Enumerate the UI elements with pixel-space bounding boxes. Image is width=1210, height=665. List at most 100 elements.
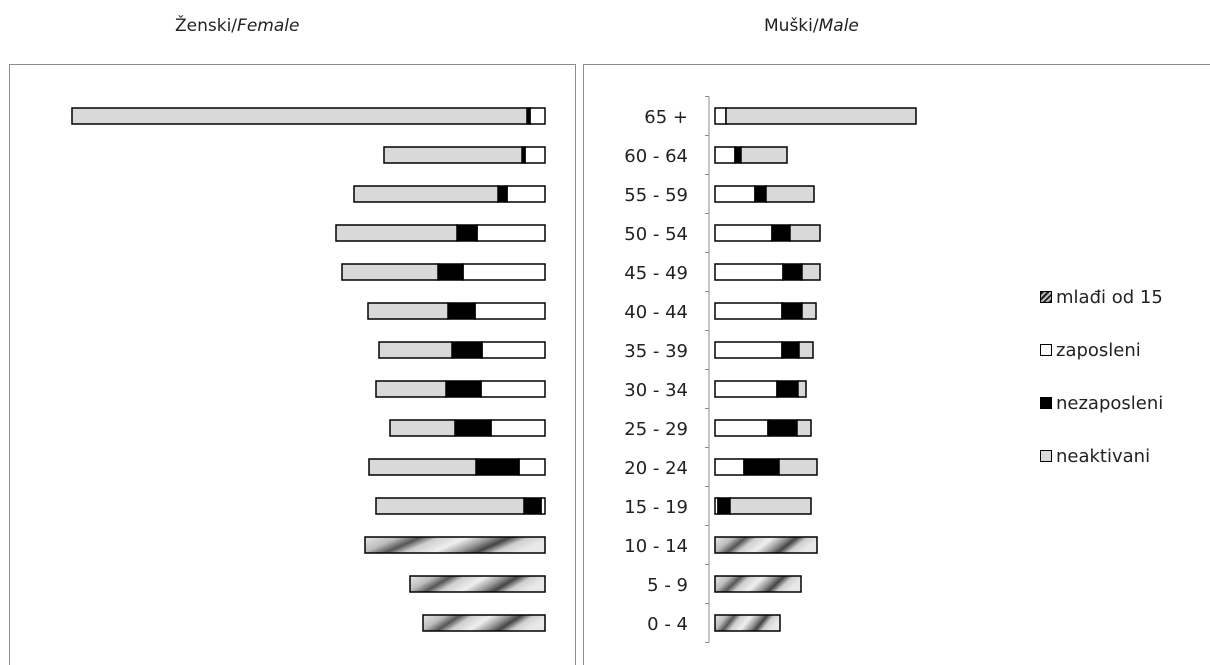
- male-panel-title: Muški/Male: [764, 16, 859, 36]
- female-bar-unemployed-5: [447, 302, 476, 320]
- male-bar-unemployed-7: [776, 380, 799, 398]
- female-bar-employed-4: [462, 263, 546, 281]
- category-label-4: 45 - 49: [624, 263, 688, 284]
- female-bar-employed-5: [474, 302, 546, 320]
- category-label-9: 20 - 24: [624, 458, 688, 479]
- male-bar-employed-4: [714, 263, 784, 281]
- female-bar-inactive-1: [383, 146, 523, 164]
- male-bar-unemployed-1: [734, 146, 742, 164]
- male-bar-employed-3: [714, 224, 773, 242]
- male-bar-inactive-2: [765, 185, 815, 203]
- legend-label-under15: mlađi od 15: [1056, 286, 1163, 308]
- male-bar-inactive-4: [801, 263, 821, 281]
- female-label: Ženski/: [175, 16, 238, 36]
- female-bar-inactive-4: [341, 263, 439, 281]
- female-panel-title: Ženski/Female: [175, 16, 299, 36]
- female-bar-employed-2: [506, 185, 546, 203]
- category-label-11: 10 - 14: [624, 536, 688, 557]
- legend-item-employed: zaposleni: [1040, 336, 1163, 364]
- category-label-0: 65 +: [644, 107, 688, 128]
- legend-label-employed: zaposleni: [1056, 339, 1141, 361]
- category-label-8: 25 - 29: [624, 419, 688, 440]
- male-bar-inactive-6: [798, 341, 814, 359]
- male-bar-inactive-10: [729, 497, 812, 515]
- category-label-6: 35 - 39: [624, 341, 688, 362]
- category-label-12: 5 - 9: [647, 575, 688, 596]
- male-label-en: Male: [818, 16, 859, 36]
- female-bar-unemployed-8: [454, 419, 492, 437]
- female-bar-employed-8: [490, 419, 546, 437]
- male-tick-labels: 65 + 60 - 64 55 - 59 50 - 54 45 - 49 40 - 44 3…: [624, 107, 688, 635]
- male-bar-unemployed-10: [717, 497, 731, 515]
- category-label-7: 30 - 34: [624, 380, 688, 401]
- male-label: Muški/: [764, 16, 819, 36]
- male-bar-inactive-7: [797, 380, 807, 398]
- legend-item-under15: mlađi od 15: [1040, 283, 1163, 311]
- female-bar-employed-6: [481, 341, 546, 359]
- female-label-en: Female: [237, 16, 300, 36]
- female-bar-inactive-0: [71, 107, 528, 125]
- female-panel-frame: [9, 64, 576, 665]
- legend-item-unemployed: nezaposleni: [1040, 389, 1163, 417]
- male-bar-employed-5: [714, 302, 783, 320]
- category-label-2: 55 - 59: [624, 185, 688, 206]
- female-bar-inactive-8: [389, 419, 456, 437]
- category-label-13: 0 - 4: [647, 614, 688, 635]
- male-bar-unemployed-5: [781, 302, 803, 320]
- legend-swatch-employed: [1040, 344, 1052, 356]
- female-bar-under15-12: [409, 575, 546, 593]
- male-bar-unemployed-8: [767, 419, 798, 437]
- legend-label-unemployed: nezaposleni: [1056, 392, 1164, 414]
- legend-swatch-inactive: [1040, 450, 1052, 462]
- female-bar-employed-7: [480, 380, 546, 398]
- male-bar-unemployed-3: [771, 224, 791, 242]
- male-bar-under15-12: [714, 575, 802, 593]
- female-bar-unemployed-7: [445, 380, 482, 398]
- female-bar-inactive-2: [353, 185, 499, 203]
- female-bar-inactive-6: [378, 341, 453, 359]
- female-bar-inactive-10: [375, 497, 525, 515]
- legend-label-inactive: neaktivani: [1056, 445, 1151, 467]
- female-bar-inactive-9: [368, 458, 477, 476]
- category-label-5: 40 - 44: [624, 302, 688, 323]
- category-label-1: 60 - 64: [624, 146, 688, 167]
- female-bar-inactive-3: [335, 224, 458, 242]
- legend-swatch-under15: [1040, 291, 1052, 303]
- male-bar-inactive-5: [801, 302, 817, 320]
- male-bar-inactive-3: [789, 224, 821, 242]
- male-bar-employed-9: [714, 458, 745, 476]
- female-bar-under15-13: [422, 614, 546, 632]
- male-bar-unemployed-6: [781, 341, 800, 359]
- male-bar-unemployed-2: [754, 185, 767, 203]
- legend-item-inactive: neaktivani: [1040, 442, 1163, 470]
- female-bar-unemployed-4: [437, 263, 464, 281]
- female-bar-unemployed-3: [456, 224, 478, 242]
- female-bar-employed-1: [524, 146, 546, 164]
- male-bar-employed-0: [714, 107, 727, 125]
- female-bar-under15-11: [364, 536, 546, 554]
- category-label-3: 50 - 54: [624, 224, 688, 245]
- female-bar-employed-3: [476, 224, 546, 242]
- male-bar-unemployed-9: [743, 458, 780, 476]
- male-bar-under15-13: [714, 614, 781, 632]
- male-bar-inactive-9: [778, 458, 818, 476]
- female-bar-inactive-5: [367, 302, 449, 320]
- female-bar-unemployed-10: [523, 497, 542, 515]
- female-bar-employed-0: [529, 107, 546, 125]
- male-axis: [705, 96, 710, 643]
- female-bar-employed-9: [518, 458, 546, 476]
- male-bar-inactive-1: [740, 146, 788, 164]
- male-bar-employed-7: [714, 380, 778, 398]
- female-bar-unemployed-6: [451, 341, 483, 359]
- male-bar-employed-1: [714, 146, 736, 164]
- legend-swatch-unemployed: [1040, 397, 1052, 409]
- male-bar-under15-11: [714, 536, 818, 554]
- male-bar-unemployed-4: [782, 263, 803, 281]
- female-bar-inactive-7: [375, 380, 447, 398]
- male-bar-inactive-0: [725, 107, 917, 125]
- female-bar-unemployed-9: [475, 458, 520, 476]
- female-bars: [71, 107, 546, 632]
- male-panel-frame: [583, 64, 1210, 665]
- male-bar-inactive-8: [796, 419, 812, 437]
